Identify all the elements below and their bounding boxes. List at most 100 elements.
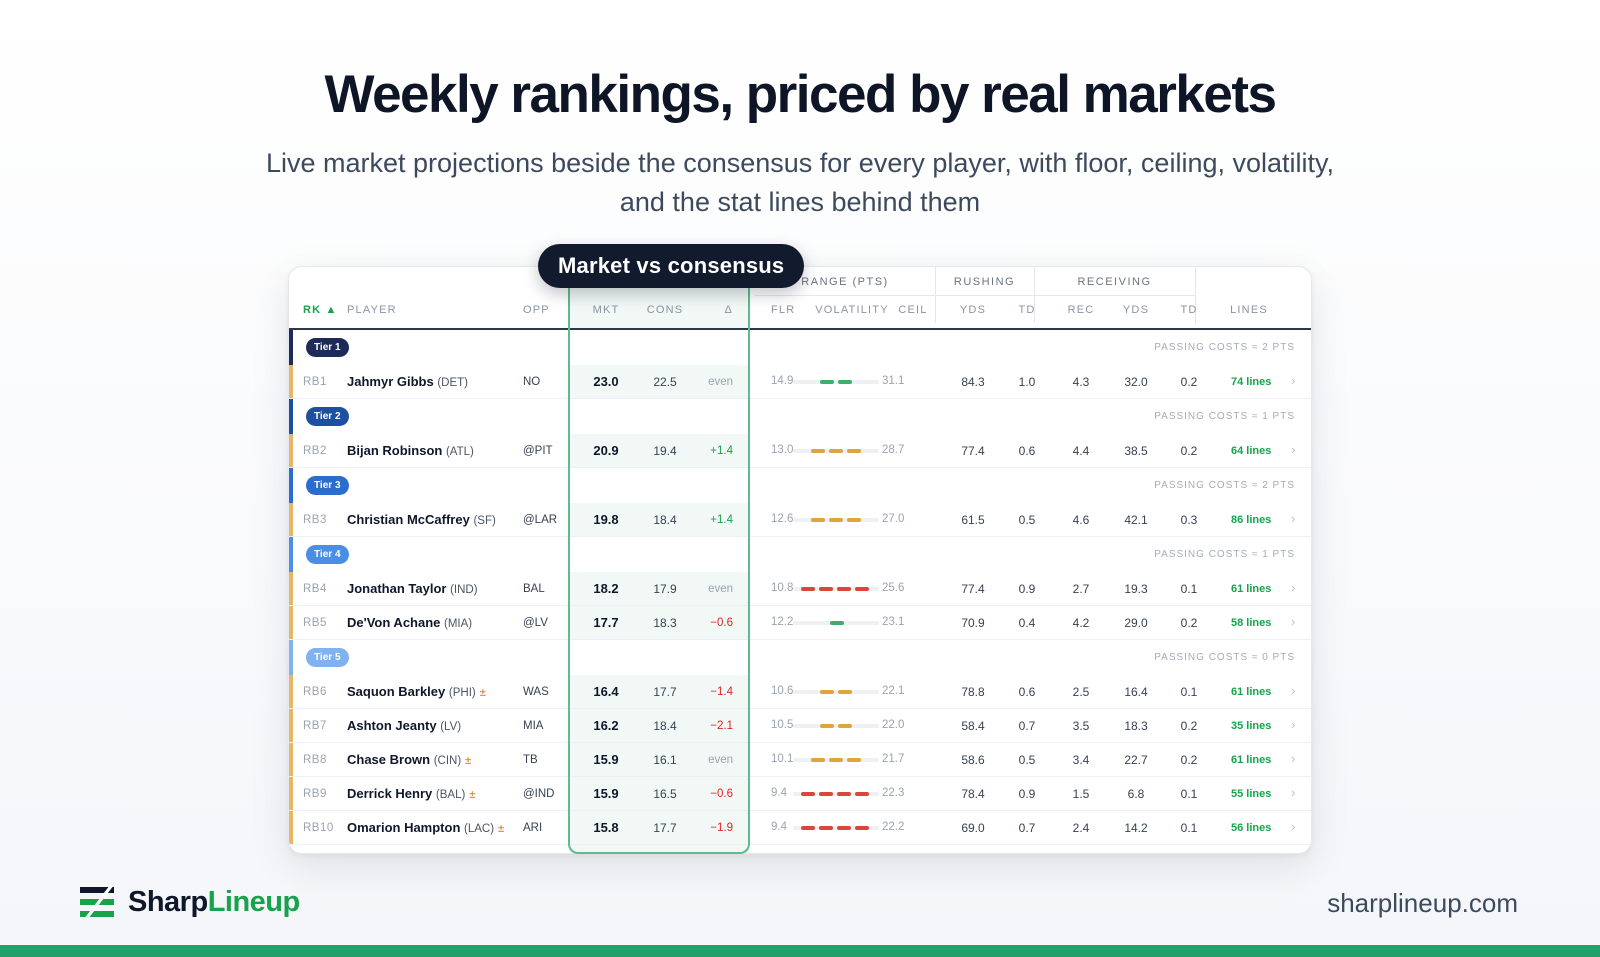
table-row[interactable]: RB4 Jonathan Taylor (IND) BAL 18.2 17.9 even 1… bbox=[289, 572, 1311, 606]
row-accent-bar bbox=[289, 811, 293, 844]
chevron-right-icon[interactable]: › bbox=[1291, 511, 1296, 526]
table-row[interactable]: RB7 Ashton Jeanty (LV) MIA 16.2 18.4 −2.1 10.5… bbox=[289, 709, 1311, 743]
delta-value: even bbox=[708, 583, 733, 595]
table-row[interactable]: RB6 Saquon Barkley (PHI) ± WAS 16.4 17.7 −1.4 1… bbox=[289, 675, 1311, 709]
stat-lines-link[interactable]: 61 lines bbox=[1231, 583, 1272, 595]
brand-word-sharp: Sharp bbox=[128, 885, 208, 918]
chevron-right-icon[interactable]: › bbox=[1291, 717, 1296, 732]
player-name-cell[interactable]: Ashton Jeanty (LV) bbox=[347, 718, 461, 733]
stat-lines-link[interactable]: 61 lines bbox=[1231, 686, 1272, 698]
stat-lines-link[interactable]: 55 lines bbox=[1231, 788, 1272, 800]
player-name-cell[interactable]: Saquon Barkley (PHI) ± bbox=[347, 684, 486, 699]
column-header-rec[interactable]: REC bbox=[1067, 304, 1095, 316]
table-row[interactable]: RB10 Omarion Hampton (LAC) ± ARI 15.8 17.7 −1.… bbox=[289, 811, 1311, 845]
chevron-right-icon[interactable]: › bbox=[1291, 580, 1296, 595]
player-name-cell[interactable]: Chase Brown (CIN) ± bbox=[347, 752, 471, 767]
market-projection: 15.9 bbox=[593, 786, 619, 801]
column-header-rush-yds[interactable]: YDS bbox=[959, 304, 987, 316]
column-header-cons[interactable]: CONS bbox=[646, 304, 684, 316]
tier-accent-bar bbox=[289, 330, 293, 365]
chevron-right-icon[interactable]: › bbox=[1291, 442, 1296, 457]
player-name-cell[interactable]: Derrick Henry (BAL) ± bbox=[347, 786, 475, 801]
player-name-cell[interactable]: Jonathan Taylor (IND) bbox=[347, 581, 478, 596]
stat-lines-link[interactable]: 86 lines bbox=[1231, 514, 1272, 526]
rushing-touchdowns: 0.4 bbox=[1018, 616, 1036, 630]
status-flag-icon: ± bbox=[469, 789, 476, 801]
ceiling-value: 22.2 bbox=[882, 821, 905, 833]
column-header-rec-td[interactable]: TD bbox=[1180, 304, 1198, 316]
column-header-floor[interactable]: FLR bbox=[771, 304, 796, 316]
tier-row: Tier 5 PASSING COSTS ≈ 0 PTS bbox=[289, 640, 1311, 675]
column-header-volatility[interactable]: VOLATILITY bbox=[815, 304, 889, 316]
receiving-yards: 38.5 bbox=[1124, 444, 1148, 458]
ceiling-value: 21.7 bbox=[882, 753, 905, 765]
player-name: De'Von Achane bbox=[347, 615, 441, 630]
row-accent-bar bbox=[289, 675, 293, 708]
consensus-projection: 17.7 bbox=[653, 685, 677, 699]
volatility-segment bbox=[801, 587, 815, 591]
player-team: (BAL) bbox=[435, 789, 466, 801]
chevron-right-icon[interactable]: › bbox=[1291, 751, 1296, 766]
player-name-cell[interactable]: Bijan Robinson (ATL) bbox=[347, 443, 474, 458]
player-name: Chase Brown bbox=[347, 752, 431, 767]
column-header-player[interactable]: PLAYER bbox=[347, 304, 397, 316]
stat-lines-link[interactable]: 35 lines bbox=[1231, 720, 1272, 732]
stat-lines-link[interactable]: 64 lines bbox=[1231, 445, 1272, 457]
column-header-opp[interactable]: OPP bbox=[523, 304, 550, 316]
rushing-yards: 69.0 bbox=[961, 821, 985, 835]
column-header-mkt[interactable]: MKT bbox=[592, 304, 620, 316]
receptions: 4.3 bbox=[1072, 375, 1090, 389]
stat-lines-link[interactable]: 61 lines bbox=[1231, 754, 1272, 766]
market-projection: 15.9 bbox=[593, 752, 619, 767]
player-name: Ashton Jeanty bbox=[347, 718, 437, 733]
consensus-projection: 17.7 bbox=[653, 821, 677, 835]
column-header-delta[interactable]: Δ bbox=[724, 304, 733, 316]
chevron-right-icon[interactable]: › bbox=[1291, 819, 1296, 834]
rushing-touchdowns: 0.6 bbox=[1018, 444, 1036, 458]
ceiling-value: 25.6 bbox=[882, 582, 905, 594]
volatility-segment bbox=[838, 690, 852, 694]
player-name-cell[interactable]: Jahmyr Gibbs (DET) bbox=[347, 374, 468, 389]
player-team: (SF) bbox=[473, 515, 496, 527]
chevron-right-icon[interactable]: › bbox=[1291, 373, 1296, 388]
table-row[interactable]: RB5 De'Von Achane (MIA) @LV 17.7 18.3 −0.6 12.… bbox=[289, 606, 1311, 640]
floor-value: 13.0 bbox=[771, 444, 794, 456]
player-name-cell[interactable]: Omarion Hampton (LAC) ± bbox=[347, 820, 504, 835]
player-name-cell[interactable]: Christian McCaffrey (SF) bbox=[347, 512, 496, 527]
stat-lines-link[interactable]: 58 lines bbox=[1231, 617, 1272, 629]
chevron-right-icon[interactable]: › bbox=[1291, 785, 1296, 800]
player-name-cell[interactable]: De'Von Achane (MIA) bbox=[347, 615, 472, 630]
rushing-yards: 61.5 bbox=[961, 513, 985, 527]
chevron-right-icon[interactable]: › bbox=[1291, 683, 1296, 698]
row-accent-bar bbox=[289, 503, 293, 536]
table-row[interactable]: RB9 Derrick Henry (BAL) ± @IND 15.9 16.5 −0.6 9… bbox=[289, 777, 1311, 811]
row-accent-bar bbox=[289, 572, 293, 605]
tier-passing-cost-note: PASSING COSTS ≈ 0 PTS bbox=[1154, 652, 1295, 663]
receiving-touchdowns: 0.1 bbox=[1180, 787, 1198, 801]
table-row[interactable]: RB8 Chase Brown (CIN) ± TB 15.9 16.1 even 10.1 2… bbox=[289, 743, 1311, 777]
site-url[interactable]: sharplineup.com bbox=[1327, 888, 1518, 918]
stat-lines-link[interactable]: 74 lines bbox=[1231, 376, 1272, 388]
volatility-segment bbox=[819, 587, 833, 591]
player-rank: RB8 bbox=[303, 754, 327, 766]
table-row[interactable]: RB1 Jahmyr Gibbs (DET) NO 23.0 22.5 even 14.9 3… bbox=[289, 365, 1311, 399]
chevron-right-icon[interactable]: › bbox=[1291, 614, 1296, 629]
column-header-rec-yds[interactable]: YDS bbox=[1122, 304, 1150, 316]
brand-logo[interactable]: SharpLineup bbox=[80, 884, 300, 920]
tier-badge: Tier 4 bbox=[306, 545, 349, 564]
floor-value: 12.6 bbox=[771, 513, 794, 525]
column-header-lines[interactable]: LINES bbox=[1230, 304, 1268, 316]
volatility-segment bbox=[819, 826, 833, 830]
column-header-ceiling[interactable]: CEIL bbox=[898, 304, 928, 316]
receiving-touchdowns: 0.2 bbox=[1180, 444, 1198, 458]
market-projection: 17.7 bbox=[593, 615, 619, 630]
market-projection: 16.4 bbox=[593, 684, 619, 699]
market-projection: 20.9 bbox=[593, 443, 619, 458]
table-row[interactable]: RB3 Christian McCaffrey (SF) @LAR 19.8 18.4 +… bbox=[289, 503, 1311, 537]
player-opponent: BAL bbox=[523, 583, 545, 595]
stat-lines-link[interactable]: 56 lines bbox=[1231, 822, 1272, 834]
volatility-segment bbox=[855, 826, 869, 830]
table-row[interactable]: RB2 Bijan Robinson (ATL) @PIT 20.9 19.4 +1.4 1… bbox=[289, 434, 1311, 468]
column-header-rush-td[interactable]: TD bbox=[1018, 304, 1036, 316]
column-header-rank[interactable]: RK ▲ bbox=[303, 304, 338, 316]
